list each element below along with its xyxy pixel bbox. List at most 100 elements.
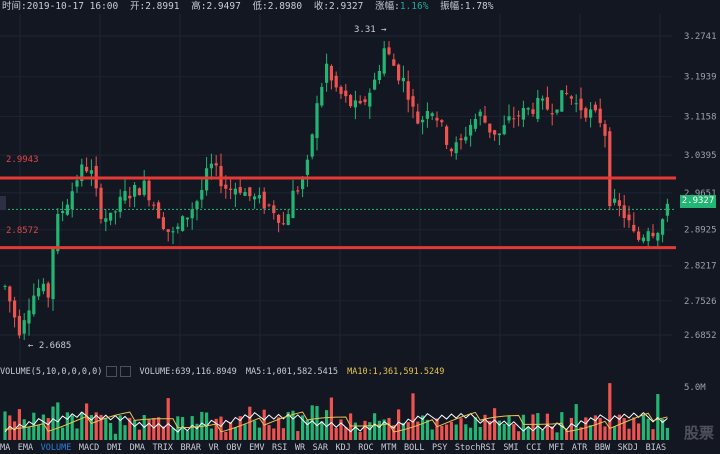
close-icon[interactable] [120,366,132,377]
indicator-tabs: MA EMA VOLUME MACD DMI DMA TRIX BRAR VR OBV EMV RSI… [0,442,720,454]
volume-bar [435,418,439,440]
tab-ma[interactable]: MA [0,443,11,453]
tab-macd[interactable]: MACD [78,443,100,453]
volume-bar [545,413,549,440]
volume-bar [147,419,151,440]
volume-bar [608,383,612,440]
candle [488,123,492,139]
candle [104,209,108,232]
volume-bar [632,417,636,440]
candle [560,90,564,112]
candle [464,126,468,144]
volume-bar [277,417,281,440]
tab-skdj[interactable]: SKDJ [617,443,639,453]
volume-bar [334,428,338,440]
volume-bar [37,424,41,440]
tab-roc[interactable]: ROC [358,443,374,453]
candle [440,119,444,127]
volume-bar [85,403,89,440]
tab-smi[interactable]: SMI [503,443,519,453]
candle [325,53,329,92]
candle [61,201,65,222]
candle [632,212,636,233]
candle [344,83,348,103]
tab-stochrsi[interactable]: StochRSI [454,443,496,453]
tab-psy[interactable]: PSY [432,443,448,453]
tab-atr[interactable]: ATR [571,443,588,453]
max-annotation: 3.31 → [354,25,387,35]
volume-bar [617,414,621,440]
candle [157,200,161,219]
candle [253,193,257,209]
tab-trix[interactable]: TRIX [152,443,174,453]
volume-bar [425,419,429,440]
volume-bar [613,426,617,440]
volume-bar [305,419,309,440]
candle [526,106,530,116]
volume-bar [243,424,247,440]
tab-boll[interactable]: BOLL [404,443,425,453]
tab-mtm[interactable]: MTM [381,443,397,453]
candle [51,247,55,311]
tab-emv[interactable]: EMV [249,443,265,453]
tab-rsi[interactable]: RSI [271,443,288,453]
candle [512,106,516,128]
tab-dmi[interactable]: DMI [106,443,123,453]
candle [22,313,26,340]
volume-chart[interactable]: 5.0M [0,363,720,442]
volume-bar [46,418,50,440]
candle [377,64,381,84]
header-close: 收:2.9327 [313,1,364,12]
scroll-handle[interactable] [0,196,6,210]
candle [454,136,458,160]
candlestick-chart[interactable]: 3.2741 3.1939 3.1158 3.0395 2.9651 2.8925 2.82… [0,14,720,363]
tab-bias[interactable]: BIAS [645,443,667,453]
tab-cci[interactable]: CCI [526,443,542,453]
volume-value: VOLUME:639,116.8949 [139,367,237,377]
candle [435,111,439,128]
candle [305,154,309,187]
volume-bar [61,427,65,440]
tab-kdj[interactable]: KDJ [335,443,351,453]
volume-bar [445,424,449,440]
volume-bar [238,416,242,440]
header-time: 时间:2019-10-17 16:00 [2,1,119,12]
candle [8,285,12,313]
volume-bar [291,410,295,440]
candle [65,198,69,216]
tab-ema[interactable]: EMA [17,443,34,453]
volume-bar [13,421,17,440]
candle [137,187,141,196]
volume-bar [133,420,137,440]
candle [161,212,165,231]
tab-obv[interactable]: OBV [226,443,242,453]
tab-wr[interactable]: WR [294,443,306,453]
settings-icon[interactable] [106,366,118,377]
candle [70,182,74,218]
volume-bar [440,425,444,440]
candle [32,283,36,317]
candle [598,98,602,128]
tab-dma[interactable]: DMA [129,443,146,453]
volume-bar [397,409,401,440]
candle [99,183,103,224]
tab-bbw[interactable]: BBW [594,443,611,453]
tab-brar[interactable]: BRAR [180,443,201,453]
volume-bar [310,405,314,440]
tab-volume[interactable]: VOLUME [40,443,72,453]
tab-sar[interactable]: SAR [312,443,328,453]
volume-bar [646,418,650,440]
volume-bar [171,427,175,440]
volume-bar [157,417,161,440]
price-tick: 3.2741 [684,32,717,42]
tab-mfi[interactable]: MFI [549,443,565,453]
volume-bar [344,427,348,440]
volume-bar [622,418,626,440]
candle [541,95,545,110]
tab-vr[interactable]: VR [208,443,219,453]
ma10-value: MA10:1,361,591.5249 [347,367,445,377]
volume-bar [358,432,362,440]
candle [200,178,204,209]
volume-legend: VOLUME(5,10,0,0,0,0) VOLUME:639,116.8949… [0,366,448,378]
candle [13,296,17,328]
